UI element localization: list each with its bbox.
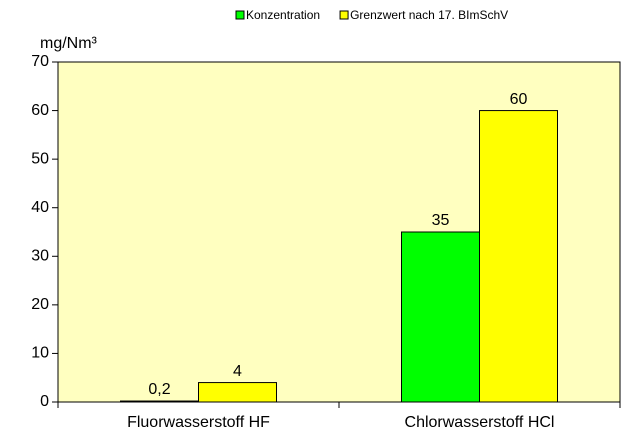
bar [479, 110, 558, 403]
y-axis-label: mg/Nm³ [40, 35, 98, 52]
y-tick-label: 60 [31, 102, 49, 119]
x-tick-label: Chlorwasserstoff HCl [405, 414, 555, 431]
value-label: 4 [233, 363, 242, 380]
legend-swatch [339, 10, 349, 20]
bar [198, 382, 277, 403]
y-tick-label: 20 [31, 296, 49, 313]
y-tick-label: 50 [31, 150, 49, 167]
y-tick-label: 0 [40, 393, 49, 410]
bar [120, 400, 199, 403]
legend-swatch [235, 10, 245, 20]
value-label: 35 [432, 212, 450, 229]
bar [401, 231, 480, 403]
value-label: 0,2 [148, 381, 170, 398]
value-label: 60 [510, 91, 528, 108]
y-tick-label: 30 [31, 248, 49, 265]
x-tick-label: Fluorwasserstoff HF [127, 414, 270, 431]
y-tick-label: 10 [31, 345, 49, 362]
legend-label: Konzentration [246, 8, 320, 22]
y-tick-label: 70 [31, 53, 49, 70]
y-tick-label: 40 [31, 199, 49, 216]
legend-label: Grenzwert nach 17. BImSchV [350, 8, 508, 22]
